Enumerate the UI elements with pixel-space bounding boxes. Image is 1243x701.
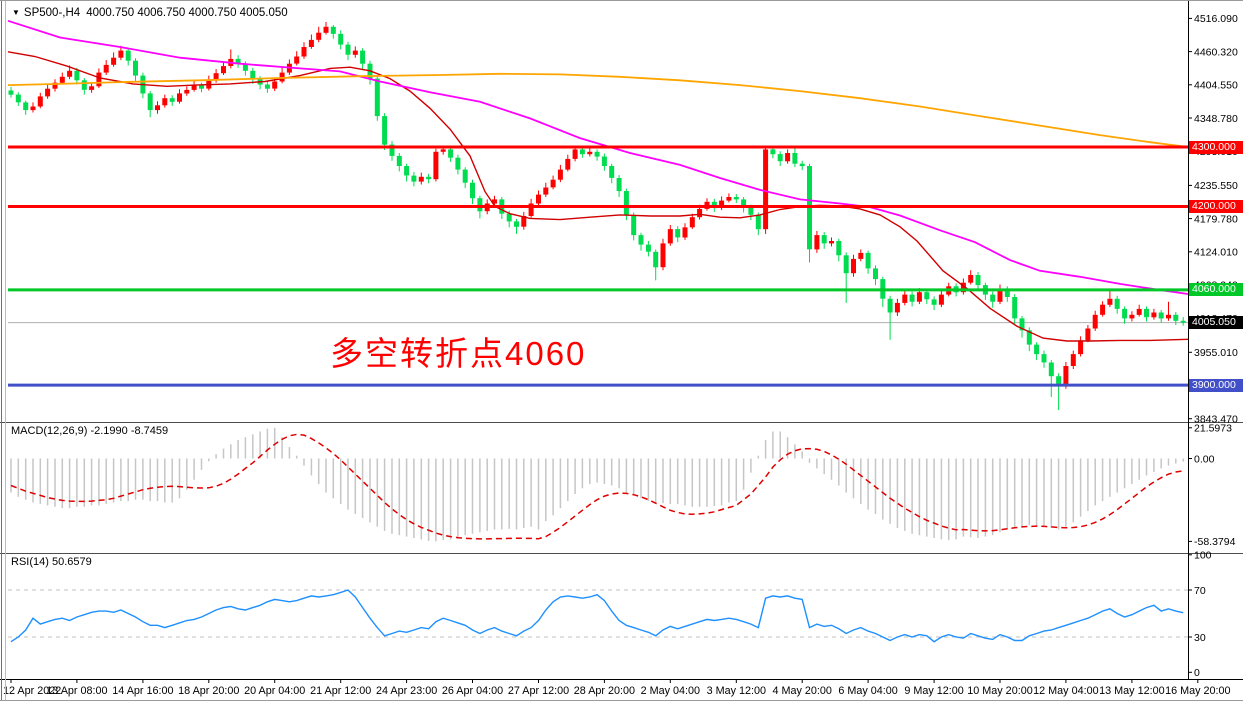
ma-slow-line xyxy=(7,72,1189,148)
svg-text:-58.3794: -58.3794 xyxy=(1194,536,1236,548)
symbol-ohlc-values: 4000.750 4006.750 4000.750 4005.050 xyxy=(86,7,288,19)
svg-text:4235.550: 4235.550 xyxy=(1194,180,1238,192)
svg-text:4348.780: 4348.780 xyxy=(1194,113,1238,125)
svg-text:18 Apr 20:00: 18 Apr 20:00 xyxy=(178,685,239,697)
svg-text:9 May 12:00: 9 May 12:00 xyxy=(904,685,963,697)
svg-text:26 Apr 04:00: 26 Apr 04:00 xyxy=(442,685,503,697)
symbol-info: ▼ SP500-,H4 4000.750 4006.750 4000.750 400… xyxy=(12,7,294,19)
svg-text:16 May 20:00: 16 May 20:00 xyxy=(1165,685,1230,697)
svg-text:4 May 20:00: 4 May 20:00 xyxy=(772,685,831,697)
svg-text:24 Apr 23:00: 24 Apr 23:00 xyxy=(376,685,437,697)
macd-signal-line xyxy=(10,433,1184,540)
rsi-axis-labels: 100 70 30 0 xyxy=(1188,550,1212,679)
hline-price-badge-4060[interactable]: 4060.000 xyxy=(1189,283,1243,297)
macd-histogram xyxy=(10,427,1184,542)
svg-text:27 Apr 12:00: 27 Apr 12:00 xyxy=(508,685,569,697)
symbol-dropdown-icon[interactable]: ▼ xyxy=(12,8,20,17)
svg-text:0: 0 xyxy=(1194,667,1200,679)
svg-text:70: 70 xyxy=(1194,585,1206,597)
svg-text:3 May 12:00: 3 May 12:00 xyxy=(707,685,766,697)
hline-price-badge-4200[interactable]: 4200.000 xyxy=(1189,200,1243,214)
svg-text:12 May 04:00: 12 May 04:00 xyxy=(1033,685,1098,697)
svg-text:4404.550: 4404.550 xyxy=(1194,80,1238,92)
symbol-title: SP500-,H4 xyxy=(23,7,81,19)
svg-text:2 May 04:00: 2 May 04:00 xyxy=(641,685,700,697)
annotation-text[interactable]: 多空转折点4060 xyxy=(330,335,587,372)
svg-text:4516.090: 4516.090 xyxy=(1194,13,1238,25)
svg-text:28 Apr 20:00: 28 Apr 20:00 xyxy=(574,685,635,697)
svg-text:13 Apr 08:00: 13 Apr 08:00 xyxy=(46,685,107,697)
svg-text:4179.780: 4179.780 xyxy=(1194,213,1238,225)
price-axis-labels: 4516.0904460.3204404.5504348.7804293.010… xyxy=(1188,13,1238,426)
hline-price-badge-3900[interactable]: 3900.000 xyxy=(1189,378,1243,392)
svg-text:0.00: 0.00 xyxy=(1194,453,1215,465)
svg-text:13 May 12:00: 13 May 12:00 xyxy=(1099,685,1164,697)
svg-text:6 May 04:00: 6 May 04:00 xyxy=(838,685,897,697)
macd-indicator-label: MACD(12,26,9) -2.1990 -8.7459 xyxy=(11,425,169,437)
svg-text:100: 100 xyxy=(1194,550,1212,562)
svg-text:10 May 20:00: 10 May 20:00 xyxy=(967,685,1032,697)
rsi-line xyxy=(10,589,1184,643)
rsi-indicator-label: RSI(14) 50.6579 xyxy=(11,556,92,568)
svg-text:4460.320: 4460.320 xyxy=(1194,46,1238,58)
ma-mid-line xyxy=(7,19,1189,295)
svg-text:30: 30 xyxy=(1194,632,1206,644)
macd-axis-labels: 21.5973 0.00 -58.3794 xyxy=(1188,423,1236,548)
svg-text:4124.010: 4124.010 xyxy=(1194,247,1238,259)
svg-text:3955.010: 3955.010 xyxy=(1194,347,1238,359)
svg-text:21 Apr 12:00: 21 Apr 12:00 xyxy=(310,685,371,697)
svg-text:3843.470: 3843.470 xyxy=(1194,414,1238,426)
svg-text:21.5973: 21.5973 xyxy=(1194,423,1232,435)
window-left-border xyxy=(1,1,2,700)
svg-text:14 Apr 16:00: 14 Apr 16:00 xyxy=(112,685,173,697)
window-left-inner-border xyxy=(5,1,6,700)
svg-text:12 Apr 2022: 12 Apr 2022 xyxy=(3,685,61,697)
ma-fast-line xyxy=(7,51,1189,342)
candles-layer xyxy=(8,22,1186,411)
hline-price-badge-4300[interactable]: 4300.000 xyxy=(1189,140,1243,154)
svg-text:20 Apr 04:00: 20 Apr 04:00 xyxy=(244,685,305,697)
current-price-badge: 4005.050 xyxy=(1189,316,1243,330)
